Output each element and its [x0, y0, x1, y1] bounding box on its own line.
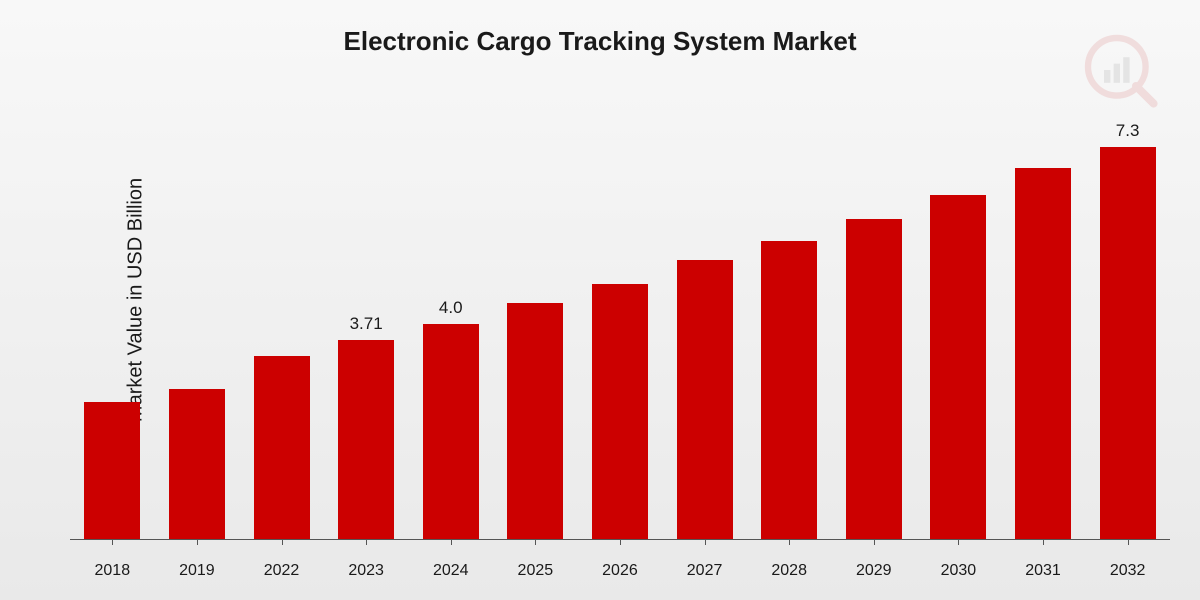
analytics-logo-icon: [1080, 30, 1160, 110]
bar-value-label: 7.3: [1098, 121, 1158, 141]
x-tick: [535, 539, 536, 545]
bar-wrap: [928, 195, 988, 539]
x-tick: [1128, 539, 1129, 545]
bar: [254, 356, 310, 539]
x-tick: [620, 539, 621, 545]
x-axis-category: 2030: [928, 562, 988, 580]
bar-wrap: 4.0: [421, 324, 481, 539]
bar-wrap: [1013, 168, 1073, 539]
x-tick: [366, 539, 367, 545]
bar: [84, 402, 140, 539]
x-axis-category: 2018: [82, 562, 142, 580]
bar-series: 3.71 4.0 7.3: [70, 110, 1170, 539]
plot-area: 3.71 4.0 7.3: [70, 110, 1170, 540]
bar-wrap: 3.71: [336, 340, 396, 539]
bar: [930, 195, 986, 539]
bar: [846, 219, 902, 539]
bar-value-label: 3.71: [336, 314, 396, 334]
x-axis-category: 2032: [1098, 562, 1158, 580]
bar-wrap: [675, 260, 735, 540]
x-axis-category: 2029: [844, 562, 904, 580]
x-tick: [451, 539, 452, 545]
x-tick: [112, 539, 113, 545]
x-axis-category: 2028: [759, 562, 819, 580]
bar: [677, 260, 733, 540]
x-axis-category: 2027: [675, 562, 735, 580]
x-tick: [789, 539, 790, 545]
bar: [1100, 147, 1156, 539]
x-axis-category: 2031: [1013, 562, 1073, 580]
bar: [592, 284, 648, 539]
bar-wrap: [252, 356, 312, 539]
chart-canvas: Electronic Cargo Tracking System Market …: [0, 0, 1200, 600]
bar: [1015, 168, 1071, 539]
bar: [423, 324, 479, 539]
x-axis-labels: 2018 2019 2022 2023 2024 2025 2026 2027 2028 2029…: [70, 562, 1170, 580]
x-tick: [1043, 539, 1044, 545]
bar-wrap: [167, 389, 227, 540]
x-tick: [874, 539, 875, 545]
x-axis-category: 2025: [505, 562, 565, 580]
bar-wrap: 7.3: [1098, 147, 1158, 539]
x-tick: [705, 539, 706, 545]
bar: [507, 303, 563, 540]
bar-wrap: [844, 219, 904, 539]
bar-wrap: [759, 241, 819, 539]
x-axis-category: 2024: [421, 562, 481, 580]
bar-wrap: [590, 284, 650, 539]
x-tick: [282, 539, 283, 545]
x-tick: [197, 539, 198, 545]
chart-title: Electronic Cargo Tracking System Market: [0, 26, 1200, 57]
bar-wrap: [505, 303, 565, 540]
bar: [761, 241, 817, 539]
x-tick: [958, 539, 959, 545]
bar-value-label: 4.0: [421, 298, 481, 318]
bar: [169, 389, 225, 540]
bar-wrap: [82, 402, 142, 539]
x-axis-category: 2026: [590, 562, 650, 580]
bar: [338, 340, 394, 539]
x-axis-category: 2019: [167, 562, 227, 580]
x-axis-category: 2023: [336, 562, 396, 580]
x-axis-category: 2022: [252, 562, 312, 580]
